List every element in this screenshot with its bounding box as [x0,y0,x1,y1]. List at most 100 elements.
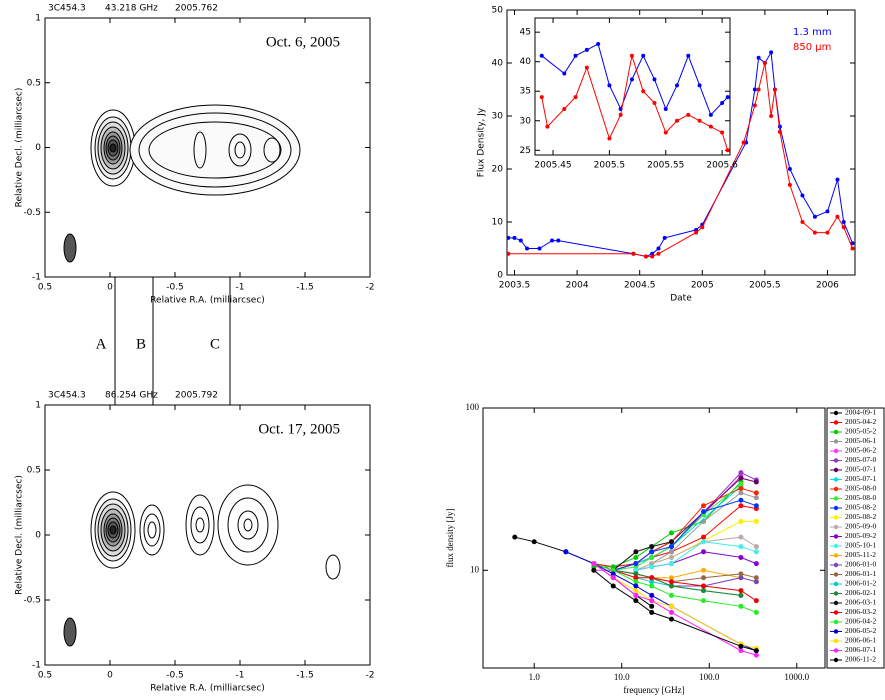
marker [720,131,724,135]
marker [701,539,706,544]
y-tick-label: -1 [32,661,41,671]
marker [754,490,759,495]
epoch: 2005.762 [175,4,218,14]
component-label: C [210,336,220,352]
marker [649,584,654,589]
x-tick-label: 2004 [566,281,589,291]
y-tick-label: 45 [520,28,531,38]
legend-marker [834,496,838,500]
legend-marker [834,430,838,434]
legend-marker [834,449,838,453]
marker [585,48,589,52]
legend-entry: 2005-10-1 [845,541,876,550]
marker [738,486,743,491]
figure: A B C 0.50-0.5-1-1.5-2-1-0.500.51Relativ… [0,0,885,700]
x-tick-label: 2005.45 [534,161,571,171]
marker [652,77,656,81]
legend-entry: 2005-08-2 [845,503,876,512]
marker [754,648,759,653]
y-tick-label: -0.5 [23,208,41,218]
legend-entry: 2005-09-2 [845,531,876,540]
legend-marker [834,648,838,652]
y-tick-label: -1 [32,273,41,283]
marker [649,593,654,598]
marker [664,107,668,111]
marker [738,588,743,593]
legend-entry: 2005-08-2 [845,512,876,521]
y-tick-label: 100 [466,402,480,412]
marker [574,95,578,99]
marker [738,544,743,549]
y-axis-label: flux density [Jy] [445,509,455,568]
y-tick-label: 0.5 [27,466,41,476]
marker [513,236,517,240]
marker [754,549,759,554]
marker [726,148,730,152]
legend-entry: 2005-07-1 [845,474,876,483]
marker [649,544,654,549]
legend-marker [834,610,838,614]
marker [738,555,743,560]
legend-entry: 2005-09-0 [845,522,876,531]
y-tick-label: 0 [497,271,503,281]
marker [591,561,596,566]
plot-area [483,408,825,668]
marker [611,575,616,580]
legend-entry: 2006-05-2 [845,626,876,635]
source: 3C454.3 [48,4,86,14]
legend-marker [834,639,838,643]
marker [701,588,706,593]
y-tick-label: 30 [492,112,504,122]
beam [64,618,76,646]
marker [754,479,759,484]
marker [754,598,759,603]
y-tick-label: 0 [35,531,41,541]
marker [738,535,743,540]
marker [631,252,635,256]
legend-marker [834,658,838,662]
marker [757,88,761,92]
legend-entry: 2006-04-2 [845,617,876,626]
y-tick-label: 10 [492,218,504,228]
legend-marker [834,487,838,491]
x-tick-label: -1 [236,671,245,681]
marker [738,503,743,508]
legend-marker [834,601,838,605]
marker [726,95,730,99]
marker [656,247,660,251]
marker [738,470,743,475]
marker [540,54,544,58]
marker [754,544,759,549]
marker [754,653,759,658]
marker [738,571,743,576]
marker [835,215,839,219]
legend-entry: 2005-08-0 [845,493,876,502]
marker [649,555,654,560]
x-tick-label: 0 [107,283,113,293]
marker [633,549,638,554]
marker [763,61,767,65]
marker [633,588,638,593]
marker [835,178,839,182]
marker [633,598,638,603]
legend-entry: 2005-11-2 [845,550,876,559]
marker [669,530,674,535]
marker [669,539,674,544]
legend-marker [834,544,838,548]
marker [633,593,638,598]
legend-entry: 2005-08-0 [845,484,876,493]
legend-entry: 2005-04-2 [845,417,876,426]
y-axis-label: Relative Decl. (milliarcsec) [15,88,25,208]
marker [738,604,743,609]
legend-marker [834,563,838,567]
page: A B C 0.50-0.5-1-1.5-2-1-0.500.51Relativ… [0,0,885,700]
marker [825,209,829,213]
marker [754,575,759,580]
marker [800,220,804,224]
y-tick-label: 40 [492,59,504,69]
source: 3C454.3 [48,391,86,401]
marker [596,42,600,46]
marker [701,598,706,603]
marker [641,54,645,58]
